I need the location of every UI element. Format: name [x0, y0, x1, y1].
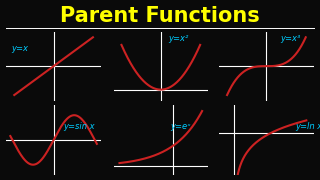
- Text: Parent Functions: Parent Functions: [60, 6, 260, 26]
- Text: y=x³: y=x³: [281, 34, 301, 43]
- Text: y=sin x: y=sin x: [63, 122, 95, 131]
- Text: y=x: y=x: [11, 44, 28, 53]
- Text: y=eˣ: y=eˣ: [170, 122, 191, 130]
- Text: y=ln x: y=ln x: [295, 122, 320, 131]
- Text: y=x²: y=x²: [168, 34, 188, 43]
